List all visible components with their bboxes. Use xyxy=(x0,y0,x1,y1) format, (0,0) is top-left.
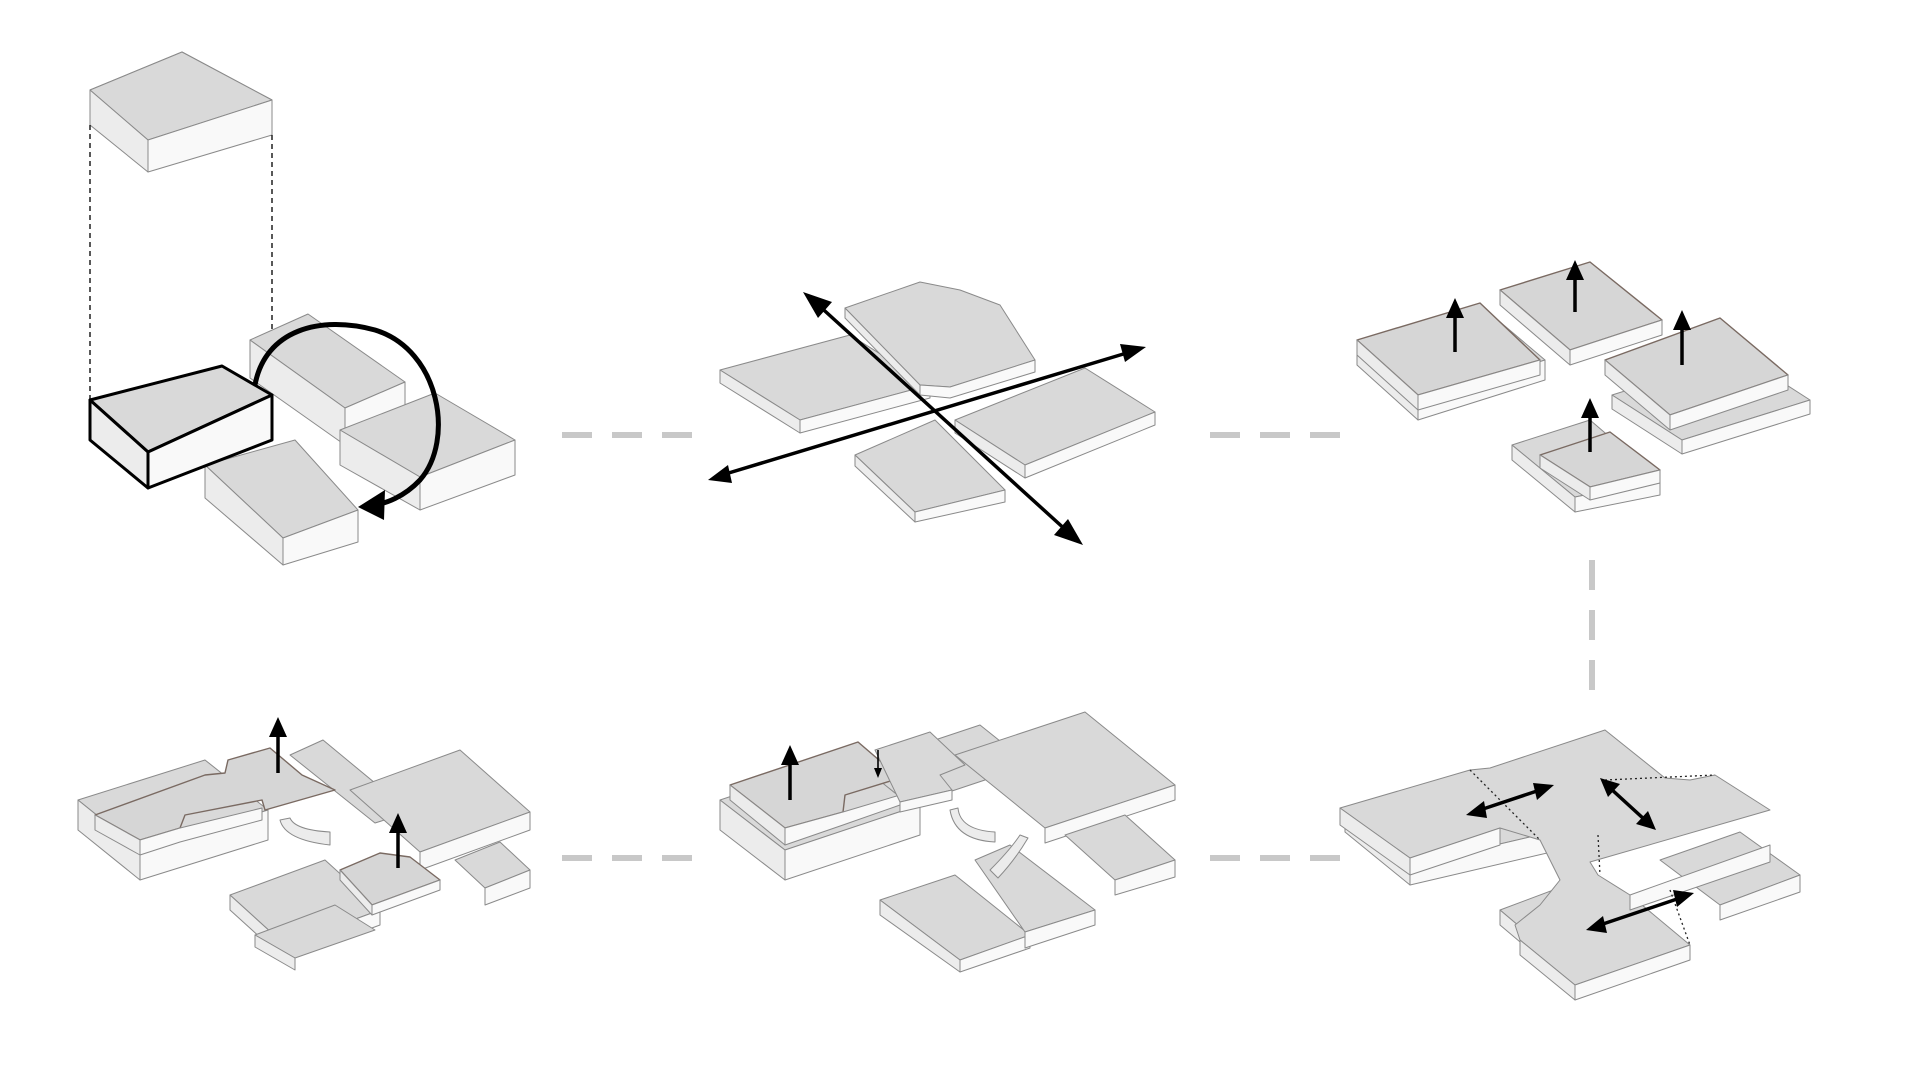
step-6-lift xyxy=(77,717,531,971)
up-arrows xyxy=(1446,260,1691,452)
raised-block-front xyxy=(1539,431,1661,501)
raised-front-slab xyxy=(339,852,441,916)
lifted-l-slab xyxy=(94,747,336,856)
step-3-raise xyxy=(1356,260,1811,513)
block-front xyxy=(204,439,359,566)
raised-block-right xyxy=(1604,317,1789,431)
slab-left xyxy=(719,334,931,434)
rotation-arrowhead xyxy=(358,490,385,520)
slab-front xyxy=(854,419,1006,523)
step-5-adjust xyxy=(719,711,1176,973)
axis-arrow-horizontal xyxy=(721,350,1131,477)
curved-cut-left xyxy=(279,817,331,846)
axis-arrow-diagonal xyxy=(813,300,1070,534)
step-2-axes xyxy=(708,281,1156,545)
floating-block xyxy=(89,51,273,173)
block-right xyxy=(339,392,516,511)
step-1-volumes xyxy=(88,51,516,566)
double-arrows xyxy=(1466,778,1694,933)
rotation-arrow xyxy=(252,322,441,508)
slab-pocket xyxy=(874,731,966,813)
step-4-connect xyxy=(1339,729,1801,1001)
seam-3 xyxy=(1597,834,1601,876)
seam-2 xyxy=(1604,774,1716,781)
seam-1 xyxy=(1469,769,1541,841)
lifted-slab xyxy=(729,741,901,846)
slab-top xyxy=(844,281,1036,399)
slab-right xyxy=(954,367,1156,479)
curved-cut xyxy=(949,807,996,843)
block-highlighted xyxy=(88,364,274,490)
merged-slab xyxy=(1339,729,1771,1001)
curved-cut-2 xyxy=(989,834,1029,879)
raised-block-top xyxy=(1499,261,1663,366)
raised-block-left xyxy=(1356,302,1541,411)
